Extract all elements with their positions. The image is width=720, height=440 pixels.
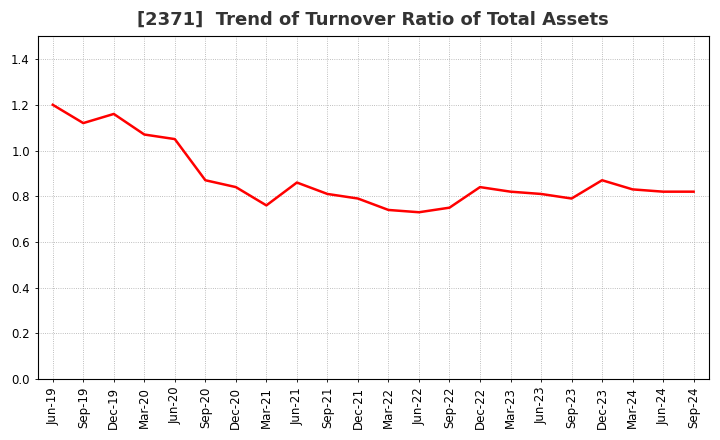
Title: [2371]  Trend of Turnover Ratio of Total Assets: [2371] Trend of Turnover Ratio of Total … — [138, 11, 609, 29]
